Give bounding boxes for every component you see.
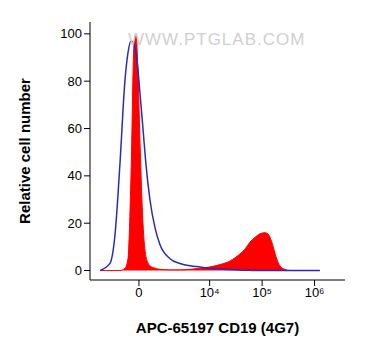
svg-text:20: 20 — [68, 216, 82, 231]
svg-text:0: 0 — [75, 263, 82, 278]
svg-text:80: 80 — [68, 74, 82, 89]
svg-text:60: 60 — [68, 121, 82, 136]
svg-text:Relative cell number: Relative cell number — [16, 78, 33, 224]
svg-text:10⁵: 10⁵ — [252, 285, 272, 300]
svg-text:100: 100 — [60, 26, 82, 41]
svg-text:40: 40 — [68, 168, 82, 183]
svg-text:10⁴: 10⁴ — [200, 285, 220, 300]
svg-text:10⁶: 10⁶ — [305, 285, 325, 300]
svg-text:0: 0 — [135, 285, 142, 300]
html-text:WWW.PTGLAB.COM: WWW.PTGLAB.COM — [128, 30, 306, 49]
svg-text:APC-65197 CD19 (4G7): APC-65197 CD19 (4G7) — [136, 319, 299, 336]
